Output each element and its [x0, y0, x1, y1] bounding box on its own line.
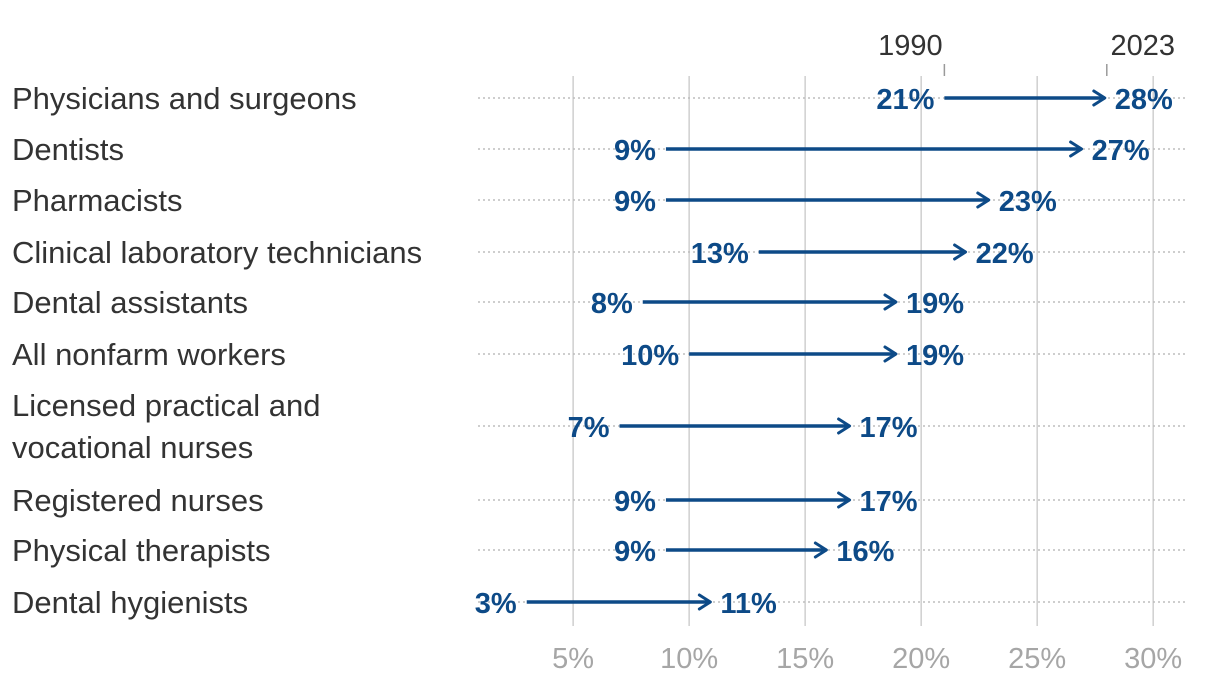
x-tick-label: 15%	[776, 643, 834, 675]
start-value-label: 3%	[475, 588, 517, 620]
category-label: Dentists	[12, 132, 124, 167]
x-tick-label: 10%	[660, 643, 718, 675]
end-value-label: 27%	[1092, 135, 1150, 167]
arrows	[526, 89, 1107, 611]
end-value-label: 19%	[906, 340, 964, 372]
end-value-label: 23%	[999, 186, 1057, 218]
x-tick-label: 20%	[892, 643, 950, 675]
start-value-label: 9%	[614, 536, 656, 568]
category-label: All nonfarm workers	[12, 337, 286, 372]
start-value-label: 10%	[621, 340, 679, 372]
category-label: vocational nurses	[12, 430, 253, 465]
legend-end-year: 2023	[1111, 30, 1176, 62]
category-label: Dental assistants	[12, 285, 248, 320]
start-value-label: 9%	[614, 135, 656, 167]
end-value-label: 17%	[860, 486, 918, 518]
x-axis-ticks: 5% 10% 15% 20% 25% 30%	[552, 643, 1182, 675]
vertical-gridlines	[572, 76, 1154, 626]
legend-start-year: 1990	[878, 30, 943, 62]
start-value-label: 7%	[568, 412, 610, 444]
category-label: Physical therapists	[12, 533, 270, 568]
end-value-label: 19%	[906, 288, 964, 320]
legend: 1990 2023	[878, 30, 1175, 76]
start-value-label: 21%	[876, 84, 934, 116]
end-value-label: 16%	[836, 536, 894, 568]
value-labels: 21% 28% 9% 27% 9% 23% 13% 22% 8% 19% 10% 19% 7% 17% 9%…	[475, 84, 1173, 620]
category-label: Pharmacists	[12, 183, 183, 218]
start-value-label: 9%	[614, 186, 656, 218]
category-label: Dental hygienists	[12, 585, 248, 620]
category-label: Physicians and surgeons	[12, 81, 357, 116]
x-tick-label: 30%	[1124, 643, 1182, 675]
start-value-label: 13%	[691, 238, 749, 270]
category-label: Clinical laboratory technicians	[12, 235, 422, 270]
horizontal-gridlines	[478, 97, 1188, 603]
x-tick-label: 25%	[1008, 643, 1066, 675]
end-value-label: 11%	[720, 588, 777, 620]
end-value-label: 28%	[1115, 84, 1173, 116]
category-label: Licensed practical and	[12, 388, 320, 423]
x-tick-label: 5%	[552, 643, 594, 675]
end-value-label: 17%	[860, 412, 918, 444]
end-value-label: 22%	[976, 238, 1034, 270]
category-label: Registered nurses	[12, 483, 264, 518]
start-value-label: 8%	[591, 288, 633, 320]
start-value-label: 9%	[614, 486, 656, 518]
category-labels: Physicians and surgeons Dentists Pharmacis…	[12, 81, 422, 620]
